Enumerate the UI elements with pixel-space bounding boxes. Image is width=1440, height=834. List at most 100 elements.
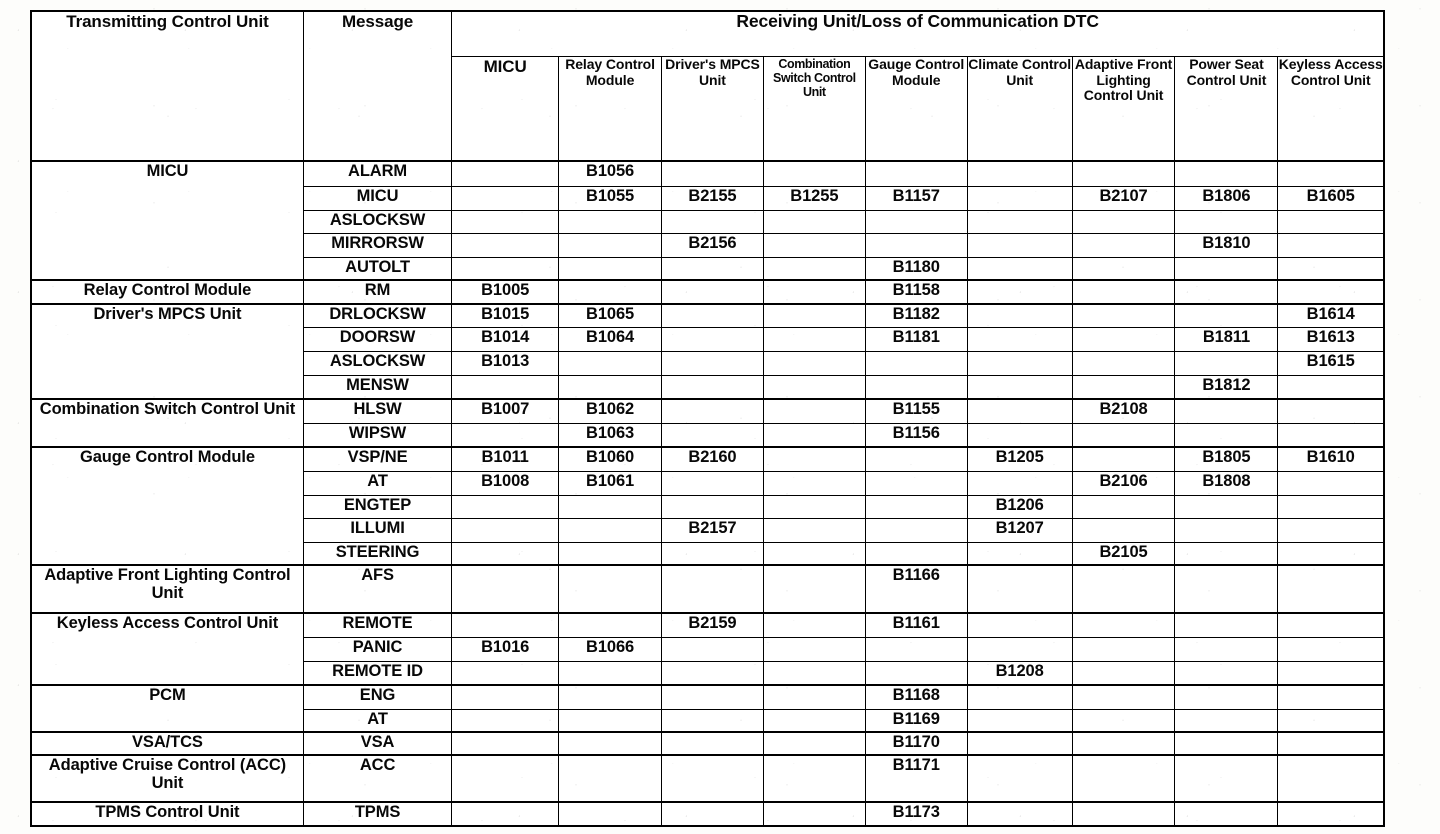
cell-dtc-empty	[451, 185, 560, 211]
cell-transmitting-unit: Relay Control Module	[30, 279, 304, 305]
cell-dtc-empty	[1277, 470, 1385, 496]
cell-message: RM	[302, 279, 453, 305]
cell-dtc-empty	[451, 731, 560, 756]
cell-dtc-empty	[762, 256, 866, 281]
table-row: ILLUMI B2157 B1207	[31, 517, 1385, 543]
cell-dtc-empty	[1174, 303, 1279, 328]
cell-dtc-empty	[966, 326, 1073, 352]
cell-dtc-empty	[1071, 636, 1176, 662]
cell-dtc-code: B1805	[1174, 446, 1279, 472]
cell-dtc-code: B1182	[864, 303, 968, 328]
cell-dtc-empty	[1277, 279, 1385, 305]
cell-dtc-code: B1255	[762, 185, 866, 211]
cell-dtc-empty	[762, 660, 866, 686]
cell-dtc-empty	[1071, 350, 1176, 376]
table-row: DOORSW B1014 B1064 B1181 B1811 B1613	[31, 326, 1385, 352]
cell-dtc-empty	[558, 350, 663, 376]
cell-dtc-empty	[661, 754, 764, 803]
table-row: Relay Control Module RM B1005 B1158	[30, 279, 1385, 305]
cell-dtc-code: B1066	[558, 636, 663, 662]
cell-dtc-empty	[451, 517, 560, 543]
table-row: Gauge Control Module VSP/NE B1011 B1060 B216…	[30, 446, 1385, 566]
cell-dtc-empty	[864, 350, 968, 376]
cell-dtc-empty	[762, 350, 866, 376]
cell-dtc-empty	[1277, 209, 1385, 234]
cell-dtc-empty	[661, 303, 764, 328]
table-row: Adaptive Front Lighting Control Unit AFS B…	[30, 564, 1385, 614]
cell-dtc-empty	[661, 279, 764, 305]
cell-message: AT	[302, 708, 453, 733]
cell-dtc-code: B2157	[661, 517, 764, 543]
cell-transmitting-unit: PCM	[30, 684, 304, 733]
cell-dtc-empty	[966, 541, 1073, 566]
cell-dtc-empty	[762, 494, 866, 519]
cell-dtc-empty	[1277, 612, 1385, 638]
cell-dtc-empty	[558, 564, 663, 614]
cell-dtc-empty	[1174, 660, 1279, 686]
cell-transmitting-unit: TPMS Control Unit	[30, 801, 304, 827]
cell-dtc-empty	[762, 398, 866, 424]
cell-message: ACC	[302, 754, 453, 803]
cell-dtc-code: B1181	[864, 326, 968, 352]
cell-dtc-empty	[451, 232, 560, 258]
cell-message: ILLUMI	[302, 517, 453, 543]
cell-dtc-code: B1810	[1174, 232, 1279, 258]
cell-dtc-empty	[558, 541, 663, 566]
cell-dtc-empty	[762, 564, 866, 614]
cell-dtc-code: B1158	[864, 279, 968, 305]
cell-dtc-empty	[1277, 422, 1385, 448]
cell-transmitting-unit: Driver's MPCS Unit	[30, 303, 304, 400]
cell-dtc-empty	[1174, 279, 1279, 305]
cell-dtc-empty	[966, 185, 1073, 211]
cell-dtc-code: B1055	[558, 185, 663, 211]
cell-dtc-empty	[1071, 754, 1176, 803]
cell-message: VSP/NE	[302, 446, 453, 472]
table-row: ASLOCKSW B1013 B1615	[31, 350, 1385, 376]
cell-dtc-empty	[966, 731, 1073, 756]
cell-dtc-code: B1008	[451, 470, 560, 496]
cell-dtc-empty	[864, 232, 968, 258]
cell-dtc-empty	[1174, 398, 1279, 424]
cell-dtc-code: B2156	[661, 232, 764, 258]
cell-dtc-empty	[966, 612, 1073, 638]
cell-dtc-empty	[966, 636, 1073, 662]
table-row: MICU ALARM B1056	[30, 160, 1385, 281]
cell-dtc-empty	[558, 209, 663, 234]
cell-dtc-empty	[762, 470, 866, 496]
cell-dtc-empty	[966, 303, 1073, 328]
cell-dtc-empty	[966, 374, 1073, 400]
table-row: VSA/TCS VSA B1170	[30, 731, 1385, 756]
cell-message: ENGTEP	[302, 494, 453, 519]
cell-message: DOORSW	[302, 326, 453, 352]
cell-message: STEERING	[302, 541, 453, 566]
cell-dtc-empty	[451, 754, 560, 803]
cell-dtc-empty	[661, 684, 764, 710]
cell-dtc-empty	[864, 636, 968, 662]
cell-message: MENSW	[302, 374, 453, 400]
header-unit-relay-control-module: Relay Control Module	[558, 55, 663, 162]
cell-dtc-empty	[558, 517, 663, 543]
cell-dtc-code: B2106	[1071, 470, 1176, 496]
cell-message: AUTOLT	[302, 256, 453, 281]
cell-dtc-code: B2108	[1071, 398, 1176, 424]
table-row: PANIC B1016 B1066	[31, 636, 1385, 662]
cell-dtc-empty	[1174, 256, 1279, 281]
cell-dtc-empty	[558, 612, 663, 638]
cell-dtc-empty	[1277, 398, 1385, 424]
table-row: PCM ENG B1168	[30, 684, 1385, 733]
cell-dtc-code: B1605	[1277, 185, 1385, 211]
cell-dtc-empty	[1174, 422, 1279, 448]
cell-dtc-code: B2155	[661, 185, 764, 211]
cell-dtc-empty	[1071, 279, 1176, 305]
cell-dtc-empty	[762, 541, 866, 566]
cell-dtc-empty	[558, 731, 663, 756]
cell-dtc-empty	[661, 731, 764, 756]
cell-message: HLSW	[302, 398, 453, 424]
cell-dtc-empty	[661, 398, 764, 424]
cell-message: PANIC	[302, 636, 453, 662]
header-unit-micu: MICU	[451, 55, 560, 162]
cell-dtc-empty	[864, 446, 968, 472]
cell-dtc-empty	[1174, 612, 1279, 638]
cell-dtc-empty	[1071, 684, 1176, 710]
cell-message: WIPSW	[302, 422, 453, 448]
